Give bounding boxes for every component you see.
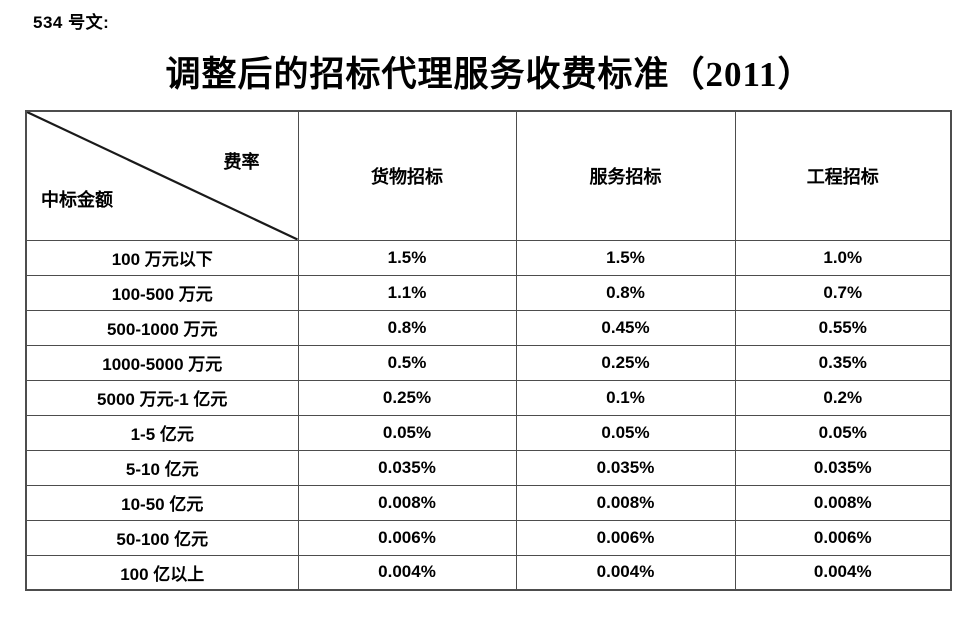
rate-cell: 0.008% [734, 484, 952, 521]
table-row: 100 亿以上 0.004% 0.004% 0.004% [25, 554, 952, 591]
rate-cell: 0.004% [734, 554, 952, 591]
fee-standard-table: 费率 中标金额 货物招标 服务招标 工程招标 100 万元以下 1.5% 1.5… [25, 110, 952, 591]
rate-cell: 0.05% [734, 414, 952, 451]
rate-cell: 0.05% [515, 414, 736, 451]
table-row: 1-5 亿元 0.05% 0.05% 0.05% [25, 414, 952, 451]
table-row: 10-50 亿元 0.008% 0.008% 0.008% [25, 484, 952, 521]
rate-cell: 1.0% [734, 239, 952, 276]
rate-cell: 0.035% [297, 449, 517, 486]
row-label-cell: 500-1000 万元 [25, 309, 299, 346]
table-header-row: 费率 中标金额 货物招标 服务招标 工程招标 [25, 110, 952, 241]
row-label-cell: 100 万元以下 [25, 239, 299, 276]
rate-cell: 1.5% [515, 239, 736, 276]
diagonal-line [27, 112, 297, 239]
row-label-cell: 100 亿以上 [25, 554, 299, 591]
doc-number-label: 534 号文: [33, 13, 110, 32]
row-label-cell: 1-5 亿元 [25, 414, 299, 451]
row-label-cell: 5-10 亿元 [25, 449, 299, 486]
table-row: 5000 万元-1 亿元 0.25% 0.1% 0.2% [25, 379, 952, 416]
rate-cell: 0.8% [297, 309, 517, 346]
row-label-cell: 1000-5000 万元 [25, 344, 299, 381]
table-row: 1000-5000 万元 0.5% 0.25% 0.35% [25, 344, 952, 381]
row-label-cell: 5000 万元-1 亿元 [25, 379, 299, 416]
rate-cell: 0.1% [515, 379, 736, 416]
rate-cell: 0.035% [734, 449, 952, 486]
row-label-cell: 100-500 万元 [25, 274, 299, 311]
rate-cell: 0.55% [734, 309, 952, 346]
row-label-cell: 10-50 亿元 [25, 484, 299, 521]
rate-cell: 0.004% [515, 554, 736, 591]
rate-cell: 0.25% [515, 344, 736, 381]
col-header-services: 服务招标 [515, 110, 736, 241]
table-row: 100-500 万元 1.1% 0.8% 0.7% [25, 274, 952, 311]
diagonal-corner-cell: 费率 中标金额 [25, 110, 299, 241]
rate-cell: 0.2% [734, 379, 952, 416]
rate-cell: 0.008% [515, 484, 736, 521]
corner-label-amount: 中标金额 [41, 189, 113, 210]
rate-cell: 0.006% [515, 519, 736, 556]
rate-cell: 0.004% [297, 554, 517, 591]
rate-cell: 0.35% [734, 344, 952, 381]
rate-cell: 0.05% [297, 414, 517, 451]
rate-cell: 0.7% [734, 274, 952, 311]
rate-cell: 0.25% [297, 379, 517, 416]
table-row: 100 万元以下 1.5% 1.5% 1.0% [25, 239, 952, 276]
table-row: 50-100 亿元 0.006% 0.006% 0.006% [25, 519, 952, 556]
rate-cell: 1.5% [297, 239, 517, 276]
table-row: 5-10 亿元 0.035% 0.035% 0.035% [25, 449, 952, 486]
row-label-cell: 50-100 亿元 [25, 519, 299, 556]
rate-cell: 0.45% [515, 309, 736, 346]
rate-cell: 0.035% [515, 449, 736, 486]
table-row: 500-1000 万元 0.8% 0.45% 0.55% [25, 309, 952, 346]
rate-cell: 0.008% [297, 484, 517, 521]
rate-cell: 0.006% [734, 519, 952, 556]
rate-cell: 0.006% [297, 519, 517, 556]
col-header-engineering: 工程招标 [734, 110, 952, 241]
rate-cell: 0.8% [515, 274, 736, 311]
col-header-goods: 货物招标 [297, 110, 517, 241]
rate-cell: 1.1% [297, 274, 517, 311]
corner-label-rate: 费率 [223, 152, 260, 172]
page-title: 调整后的招标代理服务收费标准（2011） [165, 55, 814, 94]
rate-cell: 0.5% [297, 344, 517, 381]
